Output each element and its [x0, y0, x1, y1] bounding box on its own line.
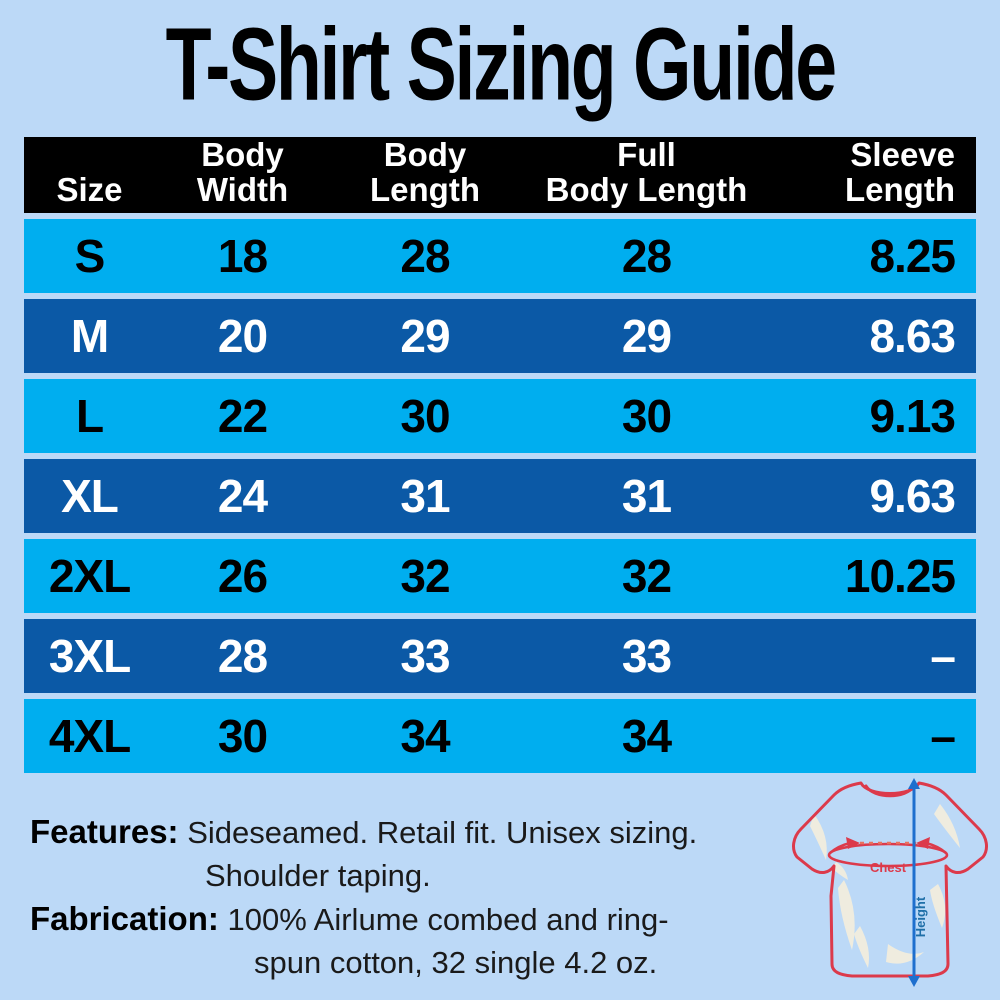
- size-cell: 2XL: [48, 550, 131, 602]
- body-width-cell: 26: [217, 550, 268, 602]
- full-body-length-cell: 31: [621, 470, 672, 522]
- full-body-length-cell: 28: [621, 230, 672, 282]
- size-cell: XL: [61, 470, 119, 522]
- body-length-cell: 30: [400, 390, 450, 442]
- body-width-cell: 28: [217, 630, 268, 682]
- sleeve-length-cell: –: [930, 630, 956, 682]
- column-header-sleeve-length: Sleeve Length: [845, 136, 955, 208]
- table-row: S 18 28 28 8.25: [24, 219, 976, 293]
- column-header-size: Size: [56, 171, 123, 208]
- table-row: 2XL 26 32 32 10.25: [24, 539, 976, 613]
- fabrication-text-line1: 100% Airlume combed and ring-: [227, 902, 669, 937]
- tshirt-measurement-diagram: Chest Height: [792, 778, 988, 987]
- height-measure-group: Height: [908, 778, 928, 987]
- features-text-line2: Shoulder taping.: [205, 858, 431, 893]
- body-length-cell: 32: [400, 550, 450, 602]
- fabrication-label: Fabrication:: [30, 900, 219, 937]
- chest-measure-group: Chest: [827, 837, 949, 875]
- size-cell: L: [75, 390, 104, 442]
- table-row: L 22 30 30 9.13: [24, 379, 976, 453]
- full-body-length-cell: 32: [621, 550, 672, 602]
- features-text-line1: Sideseamed. Retail fit. Unisex sizing.: [187, 815, 698, 850]
- fold-highlights-shapes: [810, 804, 960, 968]
- page-title: T-Shirt Sizing Guide: [165, 5, 836, 122]
- body-width-cell: 22: [217, 390, 268, 442]
- body-width-cell: 24: [217, 470, 268, 522]
- body-length-cell: 34: [400, 710, 450, 762]
- sleeve-length-cell: 8.63: [869, 310, 956, 362]
- sleeve-length-cell: 10.25: [844, 550, 956, 602]
- full-body-length-cell: 30: [621, 390, 672, 442]
- chest-label: Chest: [870, 860, 907, 875]
- size-cell: M: [70, 310, 109, 362]
- full-body-length-cell: 33: [621, 630, 672, 682]
- chest-arrowhead-right: [916, 837, 930, 849]
- table-row: XL 24 31 31 9.63: [24, 459, 976, 533]
- table-row: M 20 29 29 8.63: [24, 299, 976, 373]
- sleeve-length-cell: 9.63: [869, 470, 956, 522]
- height-arrowhead-bottom: [908, 976, 920, 987]
- column-header-full-body-length: Full Body Length: [545, 136, 748, 208]
- body-length-cell: 29: [400, 310, 450, 362]
- column-header-body-length: Body Length: [370, 136, 480, 208]
- body-width-cell: 18: [217, 230, 268, 282]
- full-body-length-cell: 29: [621, 310, 672, 362]
- size-cell: 4XL: [48, 710, 131, 762]
- features-label: Features:: [30, 813, 179, 850]
- body-width-cell: 20: [217, 310, 268, 362]
- body-width-cell: 30: [217, 710, 268, 762]
- body-length-cell: 28: [400, 230, 450, 282]
- fabrication-note: Fabrication: 100% Airlume combed and rin…: [30, 897, 669, 984]
- full-body-length-cell: 34: [621, 710, 672, 762]
- sleeve-length-cell: 9.13: [869, 390, 956, 442]
- height-label: Height: [913, 896, 928, 937]
- table-header-row: Size Body Width Body Length Full Body Lengt…: [24, 137, 976, 213]
- table-row: 3XL 28 33 33 –: [24, 619, 976, 693]
- height-arrowhead-top: [908, 778, 920, 789]
- table-row: 4XL 30 34 34 –: [24, 699, 976, 773]
- body-length-cell: 31: [400, 470, 450, 522]
- sleeve-length-cell: –: [930, 710, 956, 762]
- features-note: Features: Sideseamed. Retail fit. Unisex…: [30, 810, 697, 897]
- sleeve-length-cell: 8.25: [869, 230, 956, 282]
- size-cell: S: [74, 230, 106, 282]
- fabrication-text-line2: spun cotton, 32 single 4.2 oz.: [254, 945, 658, 980]
- chest-arrowhead-left: [846, 837, 860, 849]
- column-header-body-width: Body Width: [196, 136, 289, 208]
- sizing-table: Size Body Width Body Length Full Body Lengt…: [24, 137, 976, 773]
- size-cell: 3XL: [48, 630, 131, 682]
- body-length-cell: 33: [400, 630, 450, 682]
